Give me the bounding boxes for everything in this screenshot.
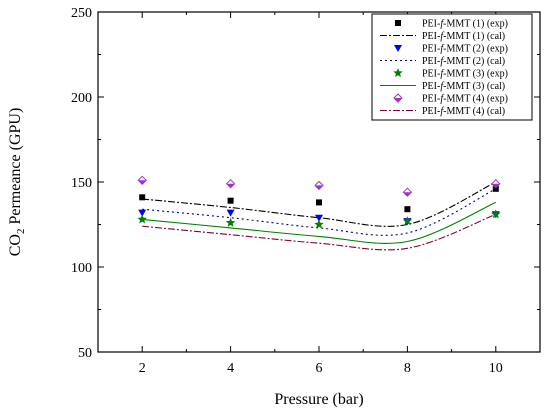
legend-label-post: -MMT (2) (cal) bbox=[443, 56, 505, 67]
legend-label-post: -MMT (1) (cal) bbox=[443, 31, 505, 42]
y-tick-label: 150 bbox=[71, 176, 92, 191]
legend-marker bbox=[393, 93, 403, 103]
legend-label-italic: f bbox=[440, 56, 444, 67]
legend-label-italic: f bbox=[440, 44, 444, 55]
series-markers-1 bbox=[139, 185, 499, 213]
x-axis-title: Pressure (bar) bbox=[274, 391, 363, 408]
data-point bbox=[227, 197, 234, 204]
series-line-4 bbox=[142, 188, 497, 236]
legend-label-pre: PEI- bbox=[422, 19, 440, 30]
legend-label-pre: PEI- bbox=[422, 44, 440, 55]
data-point bbox=[404, 206, 411, 213]
legend-symbol bbox=[393, 93, 403, 103]
marker-fill bbox=[403, 192, 412, 197]
marker-fill bbox=[315, 185, 323, 190]
legend: PEI-f-MMT (1) (exp)PEI-f-MMT (1) (cal)PE… bbox=[371, 13, 533, 121]
data-point bbox=[138, 209, 147, 217]
legend-label-italic: f bbox=[440, 81, 444, 92]
legend-label: PEI-f-MMT (2) (exp) bbox=[422, 44, 508, 55]
legend-label-italic: f bbox=[440, 31, 444, 42]
data-point bbox=[226, 209, 235, 217]
x-tick-label: 8 bbox=[404, 361, 411, 376]
legend-label-post: -MMT (3) (exp) bbox=[443, 69, 508, 80]
series-markers-5 bbox=[137, 209, 501, 229]
y-tick-label: 100 bbox=[71, 261, 92, 276]
legend-label: PEI-f-MMT (1) (exp) bbox=[422, 19, 508, 30]
legend-label-pre: PEI- bbox=[422, 31, 440, 42]
legend-label: PEI-f-MMT (2) (cal) bbox=[422, 56, 505, 67]
legend-label: PEI-f-MMT (3) (cal) bbox=[422, 81, 505, 92]
data-point bbox=[137, 214, 147, 224]
x-tick-label: 6 bbox=[316, 361, 323, 376]
legend-label-pre: PEI- bbox=[422, 94, 440, 105]
legend-label-italic: f bbox=[440, 94, 444, 105]
legend-label: PEI-f-MMT (1) (cal) bbox=[422, 31, 505, 42]
plot-series bbox=[137, 175, 501, 251]
data-point bbox=[137, 175, 147, 186]
y-tick-label: 200 bbox=[71, 91, 92, 106]
legend-marker bbox=[393, 68, 403, 78]
legend-label-post: -MMT (2) (exp) bbox=[443, 44, 508, 55]
data-point bbox=[139, 194, 146, 201]
y-axis-title-subscript: 2 bbox=[15, 229, 27, 235]
y-axis-title-rest: Permeance (GPU) bbox=[7, 108, 24, 229]
series-markers-7 bbox=[137, 175, 501, 197]
legend-label-post: -MMT (3) (cal) bbox=[443, 81, 505, 92]
legend-label: PEI-f-MMT (3) (exp) bbox=[422, 69, 508, 80]
marker-fill bbox=[491, 183, 500, 188]
legend-label-pre: PEI- bbox=[422, 69, 440, 80]
y-tick-label: 50 bbox=[78, 346, 92, 361]
legend-label-italic: f bbox=[440, 19, 444, 30]
legend-label-post: -MMT (4) (exp) bbox=[443, 94, 508, 105]
data-point bbox=[492, 185, 499, 192]
legend-marker bbox=[394, 45, 402, 52]
legend-label: PEI-f-MMT (4) (cal) bbox=[422, 106, 505, 117]
y-axis-title-main: CO bbox=[7, 234, 24, 256]
data-point bbox=[314, 219, 324, 229]
legend-symbol bbox=[393, 68, 403, 78]
data-point bbox=[491, 178, 501, 189]
legend-label-pre: PEI- bbox=[422, 106, 440, 117]
x-tick-label: 2 bbox=[139, 361, 146, 376]
data-point bbox=[225, 178, 236, 189]
legend-box bbox=[371, 13, 533, 121]
legend-label-italic: f bbox=[440, 106, 444, 117]
legend-label-italic: f bbox=[440, 69, 444, 80]
data-point bbox=[491, 209, 501, 219]
legend-label-pre: PEI- bbox=[422, 81, 440, 92]
legend-label-pre: PEI- bbox=[422, 56, 440, 67]
legend-label: PEI-f-MMT (4) (exp) bbox=[422, 94, 508, 105]
data-point bbox=[316, 199, 322, 206]
marker-fill bbox=[394, 98, 402, 102]
x-tick-label: 4 bbox=[227, 361, 234, 376]
x-tick-label: 10 bbox=[489, 361, 503, 376]
data-point bbox=[225, 217, 236, 227]
series-line-6 bbox=[142, 201, 497, 244]
y-axis-title: CO2 Permeance (GPU) bbox=[7, 108, 27, 257]
y-tick-label: 250 bbox=[71, 6, 92, 21]
data-point bbox=[314, 180, 324, 191]
legend-label-post: -MMT (1) (exp) bbox=[443, 19, 508, 30]
data-point bbox=[402, 216, 413, 226]
legend-marker bbox=[395, 20, 401, 26]
data-point bbox=[315, 214, 323, 222]
legend-symbol bbox=[394, 45, 402, 52]
data-point bbox=[402, 187, 413, 197]
marker-fill bbox=[138, 180, 147, 185]
legend-label-post: -MMT (4) (cal) bbox=[443, 106, 505, 117]
legend-symbol bbox=[395, 20, 401, 26]
marker-fill bbox=[226, 183, 235, 188]
